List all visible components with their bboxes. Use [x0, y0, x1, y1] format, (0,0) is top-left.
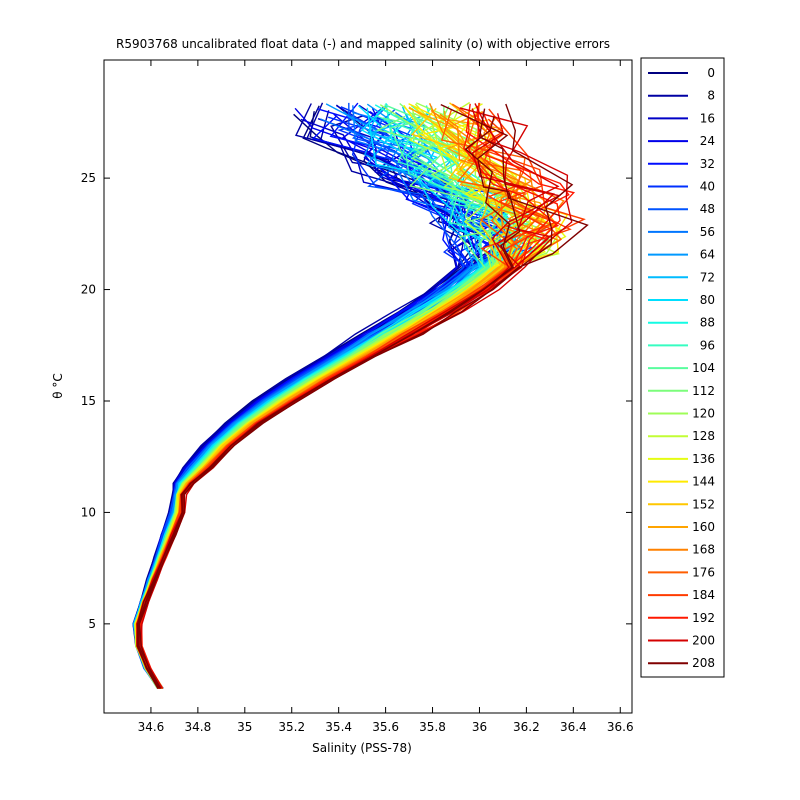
profile-line-0: [132, 113, 481, 689]
y-tick-label: 10: [81, 505, 96, 519]
legend-label: 184: [692, 588, 715, 602]
profile-line-80: [134, 105, 481, 689]
profile-line-184: [136, 108, 559, 689]
x-tick-label: 36: [472, 720, 487, 734]
y-tick-label: 15: [81, 394, 96, 408]
profile-line-16: [136, 118, 517, 689]
legend-label: 16: [700, 111, 715, 125]
legend-label: 120: [692, 407, 715, 421]
profile-line-192: [139, 111, 570, 689]
y-tick-label: 5: [88, 617, 96, 631]
profile-line-208: [136, 103, 521, 689]
profile-line-120: [135, 104, 541, 689]
profile-line-0: [135, 104, 481, 689]
legend-label: 104: [692, 361, 715, 375]
legend-label: 176: [692, 565, 715, 579]
legend-label: 136: [692, 452, 715, 466]
x-axis-label: Salinity (PSS-78): [312, 741, 412, 755]
x-tick-label: 36.4: [560, 720, 587, 734]
x-tick-label: 35.6: [372, 720, 399, 734]
legend-label: 48: [700, 202, 715, 216]
x-tick-label: 34.8: [185, 720, 212, 734]
x-tick-label: 35: [237, 720, 252, 734]
x-tick-label: 36.2: [513, 720, 540, 734]
legend-label: 112: [692, 384, 715, 398]
legend-label: 24: [700, 134, 715, 148]
legend-label: 152: [692, 497, 715, 511]
chart-title: R5903768 uncalibrated float data (-) and…: [116, 37, 610, 51]
legend-label: 80: [700, 293, 715, 307]
x-tick-label: 36.6: [607, 720, 634, 734]
legend-label: 192: [692, 611, 715, 625]
x-tick-label: 35.2: [278, 720, 305, 734]
y-axis-label: θ °C: [51, 373, 65, 399]
legend-label: 208: [692, 656, 715, 670]
x-axis: 34.6 34.8 35 35.2 35.4 35.6 35.8 36 36.2 36.4 36.6: [138, 60, 634, 734]
profile-line-208: [138, 103, 574, 689]
legend-label: 72: [700, 270, 715, 284]
profile-lines: [132, 101, 589, 689]
y-axis: 5 10 15 20 25: [81, 171, 632, 631]
y-tick-label: 25: [81, 171, 96, 185]
legend: 0 8 16 24 32 40 48 56 64 72 80 88 96 104 112 120 128 136 1…: [640, 57, 725, 678]
legend-label: 128: [692, 429, 715, 443]
legend-label: 32: [700, 157, 715, 171]
legend-label: 64: [700, 248, 715, 262]
x-tick-label: 35.4: [325, 720, 352, 734]
legend-label: 168: [692, 543, 715, 557]
profile-line-40: [134, 106, 496, 689]
x-tick-label: 35.8: [419, 720, 446, 734]
legend-label: 56: [700, 225, 715, 239]
legend-label: 160: [692, 520, 715, 534]
legend-label: 0: [707, 66, 715, 80]
legend-label: 88: [700, 316, 715, 330]
x-tick-label: 34.6: [138, 720, 165, 734]
y-tick-label: 20: [81, 283, 96, 297]
legend-label: 144: [692, 475, 715, 489]
legend-label: 96: [700, 338, 715, 352]
plot-area-frame: [103, 59, 633, 714]
legend-label: 40: [700, 180, 715, 194]
profile-line-160: [136, 110, 557, 689]
legend-label: 8: [707, 89, 715, 103]
legend-label: 200: [692, 634, 715, 648]
profile-line-128: [134, 113, 533, 689]
